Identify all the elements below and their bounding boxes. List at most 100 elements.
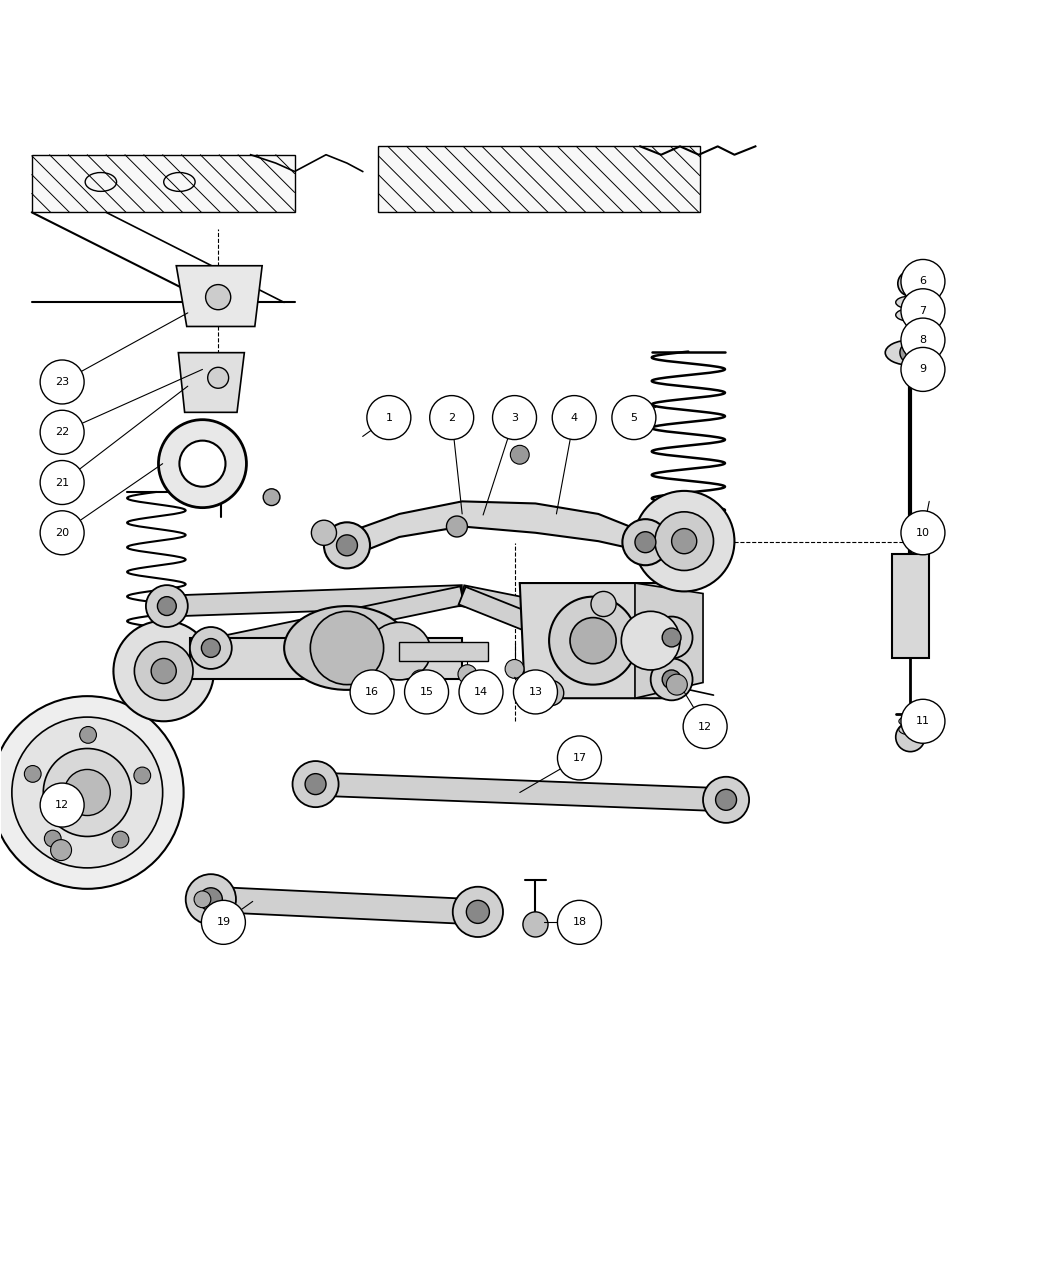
- Circle shape: [80, 727, 97, 743]
- Polygon shape: [210, 886, 479, 924]
- Circle shape: [896, 723, 925, 752]
- Polygon shape: [346, 501, 646, 558]
- Circle shape: [190, 627, 232, 669]
- Circle shape: [901, 259, 945, 303]
- Circle shape: [366, 395, 411, 440]
- Circle shape: [667, 674, 688, 695]
- Polygon shape: [635, 583, 704, 699]
- Text: 17: 17: [572, 754, 587, 762]
- Circle shape: [655, 511, 714, 570]
- Ellipse shape: [899, 724, 922, 734]
- Text: 12: 12: [55, 799, 69, 810]
- Circle shape: [523, 912, 548, 937]
- Circle shape: [510, 445, 529, 464]
- Bar: [190, 638, 462, 680]
- Circle shape: [206, 284, 231, 310]
- Circle shape: [312, 520, 336, 546]
- Polygon shape: [459, 586, 675, 688]
- Circle shape: [552, 395, 596, 440]
- Circle shape: [151, 658, 176, 683]
- Polygon shape: [315, 773, 727, 811]
- Text: 6: 6: [920, 277, 926, 287]
- Circle shape: [134, 768, 150, 784]
- Circle shape: [558, 900, 602, 945]
- Polygon shape: [167, 585, 463, 617]
- Circle shape: [324, 523, 370, 569]
- Circle shape: [901, 699, 945, 743]
- Text: 22: 22: [55, 427, 69, 437]
- Circle shape: [622, 611, 680, 669]
- Circle shape: [704, 776, 749, 822]
- Circle shape: [186, 875, 236, 924]
- Text: 14: 14: [474, 687, 488, 697]
- Text: 21: 21: [55, 478, 69, 487]
- Circle shape: [202, 900, 246, 945]
- Circle shape: [44, 830, 61, 847]
- Circle shape: [350, 669, 394, 714]
- Text: 1: 1: [385, 413, 393, 422]
- Circle shape: [134, 641, 193, 700]
- Circle shape: [311, 611, 383, 685]
- Text: 9: 9: [920, 365, 926, 375]
- Text: 7: 7: [920, 306, 926, 316]
- Circle shape: [43, 748, 131, 836]
- Ellipse shape: [899, 717, 922, 727]
- Circle shape: [458, 664, 477, 683]
- Circle shape: [663, 669, 681, 688]
- Circle shape: [194, 891, 211, 908]
- Text: 23: 23: [55, 377, 69, 388]
- Text: 19: 19: [216, 917, 230, 927]
- Circle shape: [50, 840, 71, 861]
- Circle shape: [40, 783, 84, 827]
- Circle shape: [429, 395, 474, 440]
- Circle shape: [146, 585, 188, 627]
- Circle shape: [901, 347, 945, 391]
- Polygon shape: [460, 585, 674, 648]
- Circle shape: [549, 597, 637, 685]
- Text: 8: 8: [920, 335, 926, 346]
- Circle shape: [202, 639, 220, 658]
- Text: 18: 18: [572, 917, 587, 927]
- Circle shape: [651, 617, 693, 658]
- Text: 20: 20: [55, 528, 69, 538]
- Bar: [891, 553, 929, 658]
- Text: 5: 5: [630, 413, 637, 422]
- Text: 12: 12: [698, 722, 712, 732]
- Circle shape: [513, 669, 558, 714]
- Text: 16: 16: [365, 687, 379, 697]
- Circle shape: [901, 317, 945, 362]
- Circle shape: [446, 516, 467, 537]
- Circle shape: [591, 592, 616, 617]
- Circle shape: [663, 629, 681, 646]
- Circle shape: [635, 532, 656, 552]
- Text: 4: 4: [570, 413, 578, 422]
- Circle shape: [505, 659, 524, 678]
- Circle shape: [539, 681, 564, 705]
- Circle shape: [651, 658, 693, 700]
- Bar: [32, 154, 295, 213]
- Text: 13: 13: [528, 687, 543, 697]
- Circle shape: [404, 669, 448, 714]
- Circle shape: [612, 395, 656, 440]
- Polygon shape: [209, 586, 464, 657]
- Circle shape: [64, 769, 110, 816]
- Ellipse shape: [368, 622, 430, 680]
- Circle shape: [264, 488, 280, 506]
- Text: 11: 11: [916, 717, 930, 727]
- Circle shape: [492, 395, 537, 440]
- Circle shape: [158, 597, 176, 616]
- Circle shape: [112, 831, 129, 848]
- Polygon shape: [520, 583, 677, 699]
- Ellipse shape: [885, 340, 936, 365]
- Circle shape: [904, 296, 917, 309]
- Circle shape: [634, 491, 734, 592]
- Circle shape: [12, 717, 163, 868]
- Circle shape: [208, 367, 229, 389]
- Circle shape: [113, 621, 214, 722]
- Circle shape: [466, 900, 489, 923]
- Circle shape: [293, 761, 338, 807]
- Circle shape: [40, 360, 84, 404]
- Circle shape: [180, 441, 226, 487]
- Circle shape: [411, 669, 429, 688]
- Circle shape: [898, 272, 923, 296]
